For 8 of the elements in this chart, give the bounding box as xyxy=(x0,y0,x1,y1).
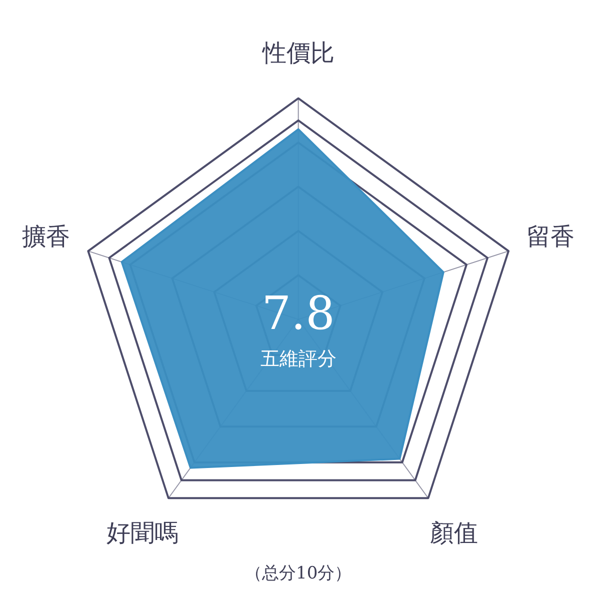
spoke-label: 好聞嗎 xyxy=(106,518,178,547)
spoke-label: 擴香 xyxy=(22,222,70,250)
spoke-label: 性價比 xyxy=(261,39,334,68)
spoke-label: 留香 xyxy=(526,222,575,250)
spoke-label: 顏值 xyxy=(430,518,478,547)
text: 7.8 xyxy=(262,286,335,340)
text: 五維評分 xyxy=(260,348,336,370)
text: （总分10分） xyxy=(245,563,352,584)
